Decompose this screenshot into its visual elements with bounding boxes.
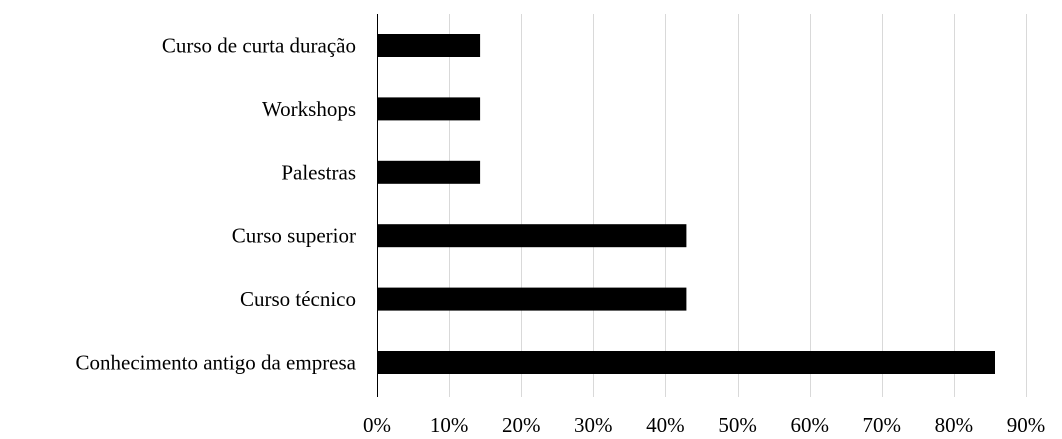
bar-5 xyxy=(377,287,687,311)
category-label-4: Curso superior xyxy=(232,224,356,248)
category-label-5: Curso técnico xyxy=(240,287,356,311)
x-tick-label-50: 50% xyxy=(718,413,757,437)
bar-1 xyxy=(377,34,481,57)
bars xyxy=(377,34,995,374)
x-tick-label-10: 10% xyxy=(430,413,469,437)
category-label-6: Conhecimento antigo da empresa xyxy=(76,351,357,375)
category-labels: Curso de curta duração Workshops Palestras… xyxy=(76,34,357,375)
x-tick-label-70: 70% xyxy=(863,413,902,437)
x-tick-label-40: 40% xyxy=(646,413,685,437)
x-tick-label-20: 20% xyxy=(502,413,541,437)
x-tick-labels: 0% 10% 20% 30% 40% 50% 60% 70% 80% 90% xyxy=(363,413,1045,437)
x-tick-label-30: 30% xyxy=(574,413,613,437)
bar-4 xyxy=(377,224,687,248)
category-label-3: Palestras xyxy=(281,160,356,184)
x-tick-label-80: 80% xyxy=(935,413,974,437)
category-label-1: Curso de curta duração xyxy=(162,34,356,58)
x-tick-label-0: 0% xyxy=(363,413,391,437)
bar-3 xyxy=(377,160,481,184)
bar-2 xyxy=(377,97,481,121)
x-tick-label-60: 60% xyxy=(790,413,829,437)
category-label-2: Workshops xyxy=(262,97,356,121)
bar-6 xyxy=(377,351,995,374)
gridlines xyxy=(449,14,1027,397)
x-tick-label-90: 90% xyxy=(1007,413,1046,437)
